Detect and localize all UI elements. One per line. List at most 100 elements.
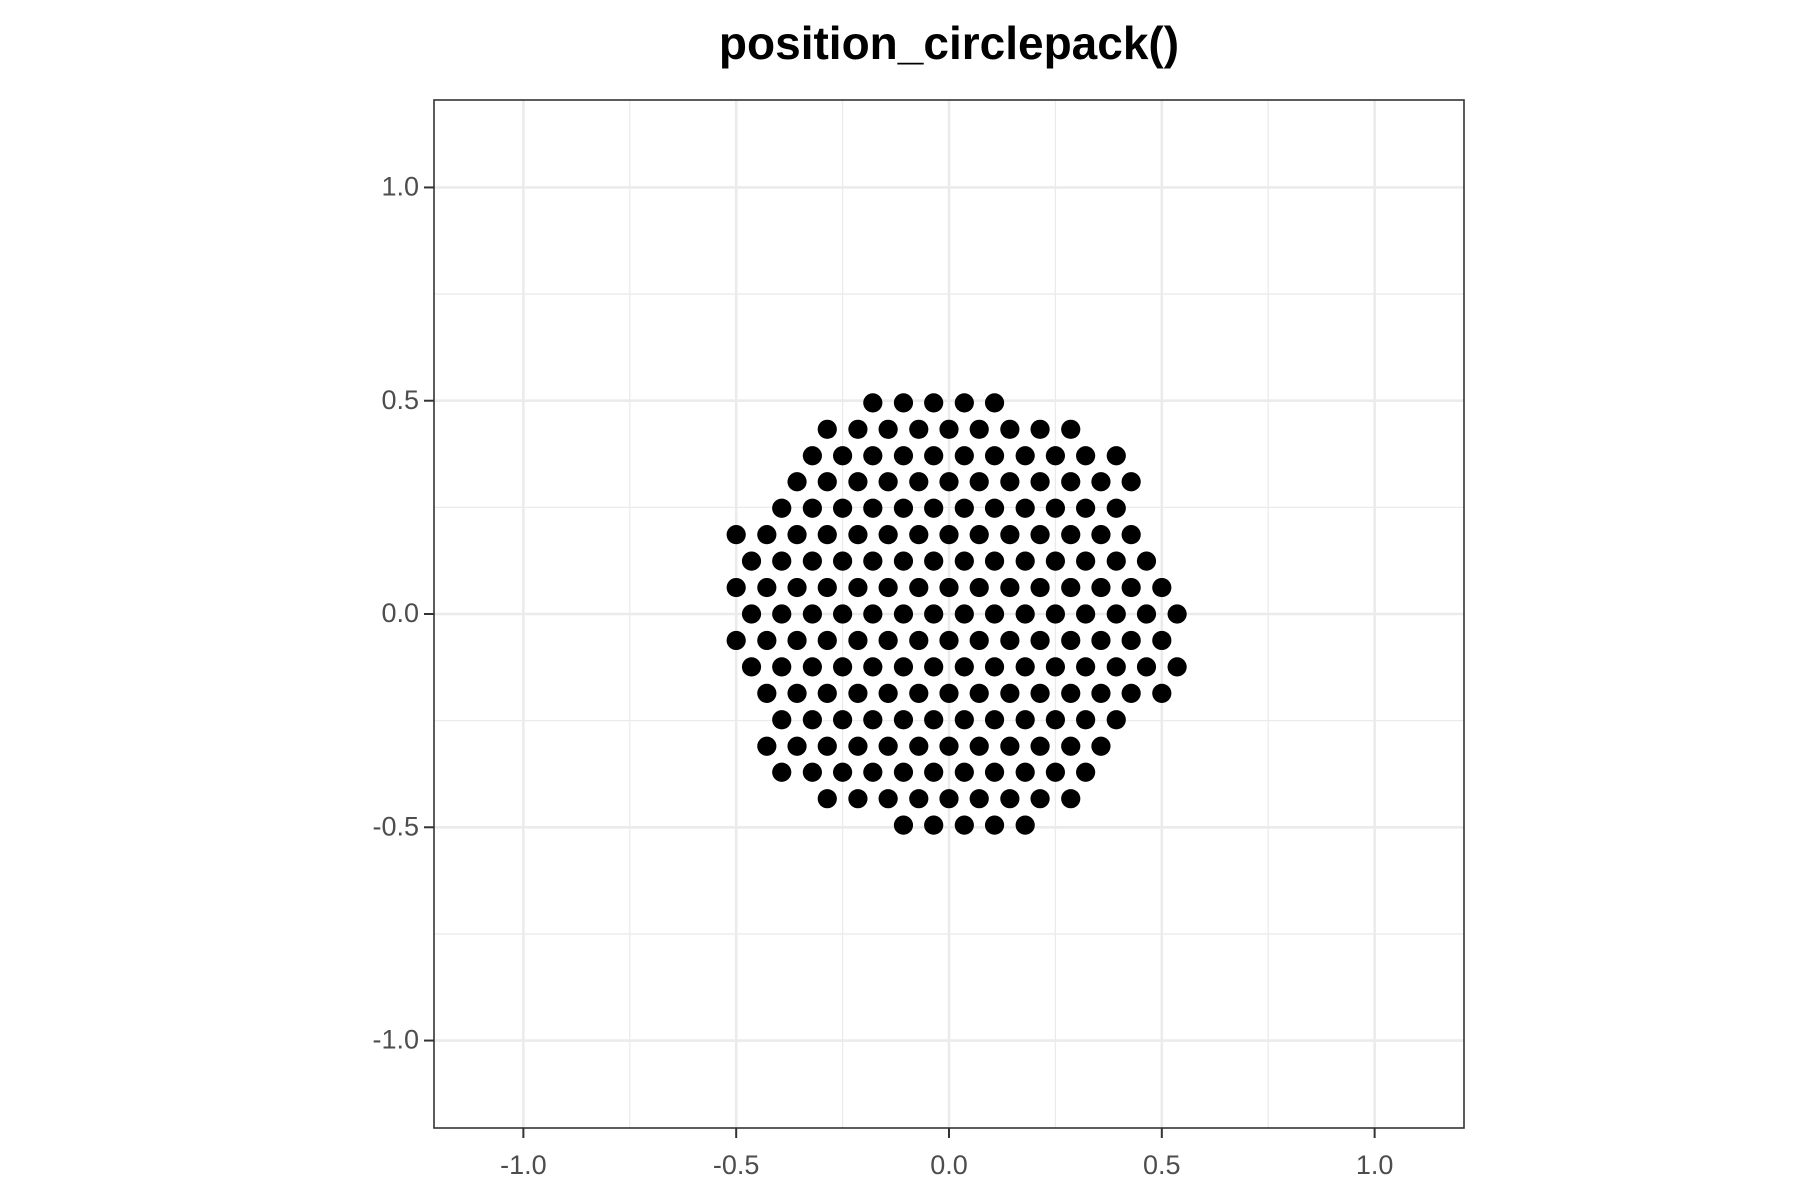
point — [939, 577, 959, 598]
point — [954, 446, 974, 466]
point — [848, 630, 868, 651]
point — [1076, 762, 1096, 782]
point — [848, 525, 868, 545]
point — [1015, 815, 1035, 835]
point — [893, 710, 914, 730]
point — [772, 498, 792, 518]
y-tick-label: -1.0 — [372, 1025, 419, 1055]
point — [772, 762, 792, 782]
point — [1045, 710, 1066, 730]
point — [893, 604, 914, 624]
point — [787, 683, 807, 703]
point — [848, 683, 868, 703]
point — [832, 446, 853, 466]
point — [984, 551, 1005, 571]
point — [893, 498, 914, 518]
point — [1015, 446, 1035, 466]
point — [893, 762, 914, 782]
point — [848, 419, 868, 439]
point — [1015, 551, 1035, 571]
point — [1000, 683, 1020, 703]
point — [954, 710, 974, 730]
point — [726, 577, 746, 598]
point — [969, 525, 989, 545]
point — [1106, 710, 1126, 730]
point — [1061, 525, 1081, 545]
point — [984, 815, 1005, 835]
point — [1030, 789, 1050, 809]
point — [817, 525, 837, 545]
point — [832, 762, 853, 782]
point — [1121, 577, 1141, 598]
point — [969, 683, 989, 703]
point — [802, 446, 822, 466]
point — [924, 604, 944, 624]
point — [954, 815, 974, 835]
point — [954, 393, 974, 413]
point — [878, 419, 898, 439]
y-tick-label: 0.0 — [381, 598, 419, 628]
point — [1136, 604, 1157, 624]
point — [939, 683, 959, 703]
point — [741, 551, 762, 571]
point — [1076, 710, 1096, 730]
point — [787, 736, 807, 756]
point — [787, 630, 807, 651]
point — [954, 762, 974, 782]
point — [909, 789, 929, 809]
point — [1045, 604, 1066, 624]
point — [1152, 630, 1172, 651]
point — [741, 604, 762, 624]
point — [1015, 710, 1035, 730]
point — [787, 472, 807, 492]
chart-title: position_circlepack() — [719, 17, 1179, 69]
point — [893, 657, 914, 677]
point — [969, 577, 989, 598]
point — [787, 525, 807, 545]
panel-border — [433, 99, 1465, 1129]
point — [954, 604, 974, 624]
point — [984, 710, 1005, 730]
x-tick-label: -0.5 — [713, 1150, 760, 1180]
point — [787, 577, 807, 598]
point — [1121, 472, 1141, 492]
point — [1091, 683, 1111, 703]
point — [909, 683, 929, 703]
y-tick-label: -0.5 — [372, 811, 419, 841]
point — [817, 472, 837, 492]
point — [878, 683, 898, 703]
point — [1106, 446, 1126, 466]
point — [939, 736, 959, 756]
point — [984, 393, 1005, 413]
point — [1000, 630, 1020, 651]
point — [878, 789, 898, 809]
point — [802, 498, 822, 518]
point — [1091, 630, 1111, 651]
point — [1000, 472, 1020, 492]
point — [848, 789, 868, 809]
point — [1061, 419, 1081, 439]
point — [893, 551, 914, 571]
point — [1045, 551, 1066, 571]
point — [832, 604, 853, 624]
point — [757, 577, 777, 598]
point — [878, 472, 898, 492]
point — [878, 736, 898, 756]
point — [817, 419, 837, 439]
point — [741, 657, 762, 677]
point — [984, 604, 1005, 624]
point — [1030, 472, 1050, 492]
point — [832, 551, 853, 571]
point — [802, 762, 822, 782]
point — [1061, 683, 1081, 703]
point — [757, 525, 777, 545]
point — [924, 710, 944, 730]
point — [1015, 604, 1035, 624]
point — [984, 762, 1005, 782]
point — [924, 551, 944, 571]
point — [969, 789, 989, 809]
point — [924, 446, 944, 466]
point — [969, 472, 989, 492]
point — [1000, 525, 1020, 545]
